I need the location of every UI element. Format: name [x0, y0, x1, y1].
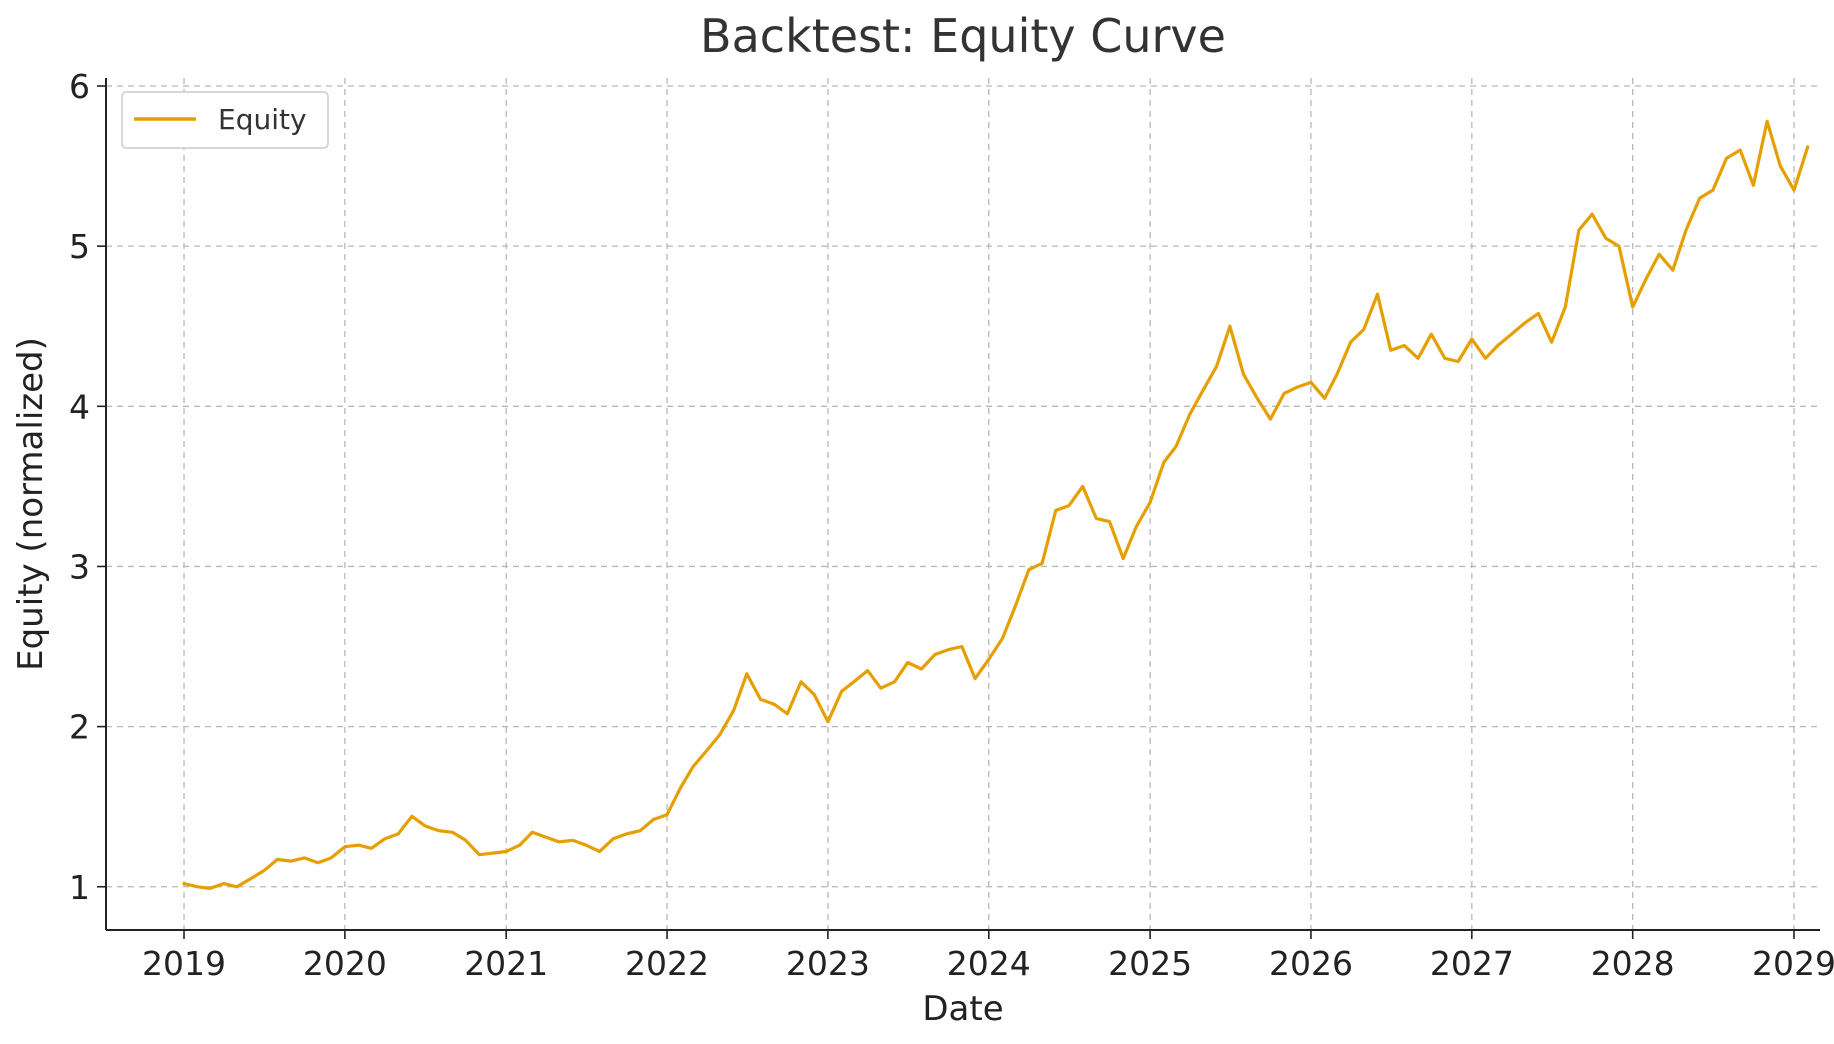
y-tick-label: 2 [69, 708, 90, 747]
y-axis-label: Equity (normalized) [11, 337, 51, 671]
x-tick-label: 2022 [625, 944, 709, 983]
series-layer [182, 119, 1810, 890]
x-tick-label: 2028 [1591, 944, 1675, 983]
x-tick-label: 2020 [303, 944, 387, 983]
x-tick-label: 2026 [1269, 944, 1353, 983]
x-tick-label: 2029 [1752, 944, 1834, 983]
y-tick-label: 6 [69, 67, 90, 106]
y-tick-label: 3 [69, 547, 90, 586]
y-tick-label: 4 [69, 387, 90, 426]
axes [105, 78, 1820, 931]
chart-title: Backtest: Equity Curve [700, 9, 1226, 63]
grid [106, 78, 1820, 930]
x-axis-label: Date [922, 989, 1003, 1029]
legend-box [121, 91, 329, 149]
x-tick-label: 2019 [142, 944, 226, 983]
x-tick-label: 2024 [947, 944, 1031, 983]
ticks: 2019 2020 2021 2022 2023 2024 2025 2026 2027 2028… [69, 67, 1834, 983]
x-tick-label: 2027 [1430, 944, 1514, 983]
y-tick-label: 5 [69, 227, 90, 266]
x-tick-label: 2025 [1108, 944, 1192, 983]
series-line-equity [182, 119, 1810, 890]
legend-entry-equity: Equity [218, 103, 307, 136]
y-tick-label: 1 [69, 868, 90, 907]
legend: Equity [121, 91, 329, 149]
x-tick-label: 2023 [786, 944, 870, 983]
x-tick-label: 2021 [464, 944, 548, 983]
